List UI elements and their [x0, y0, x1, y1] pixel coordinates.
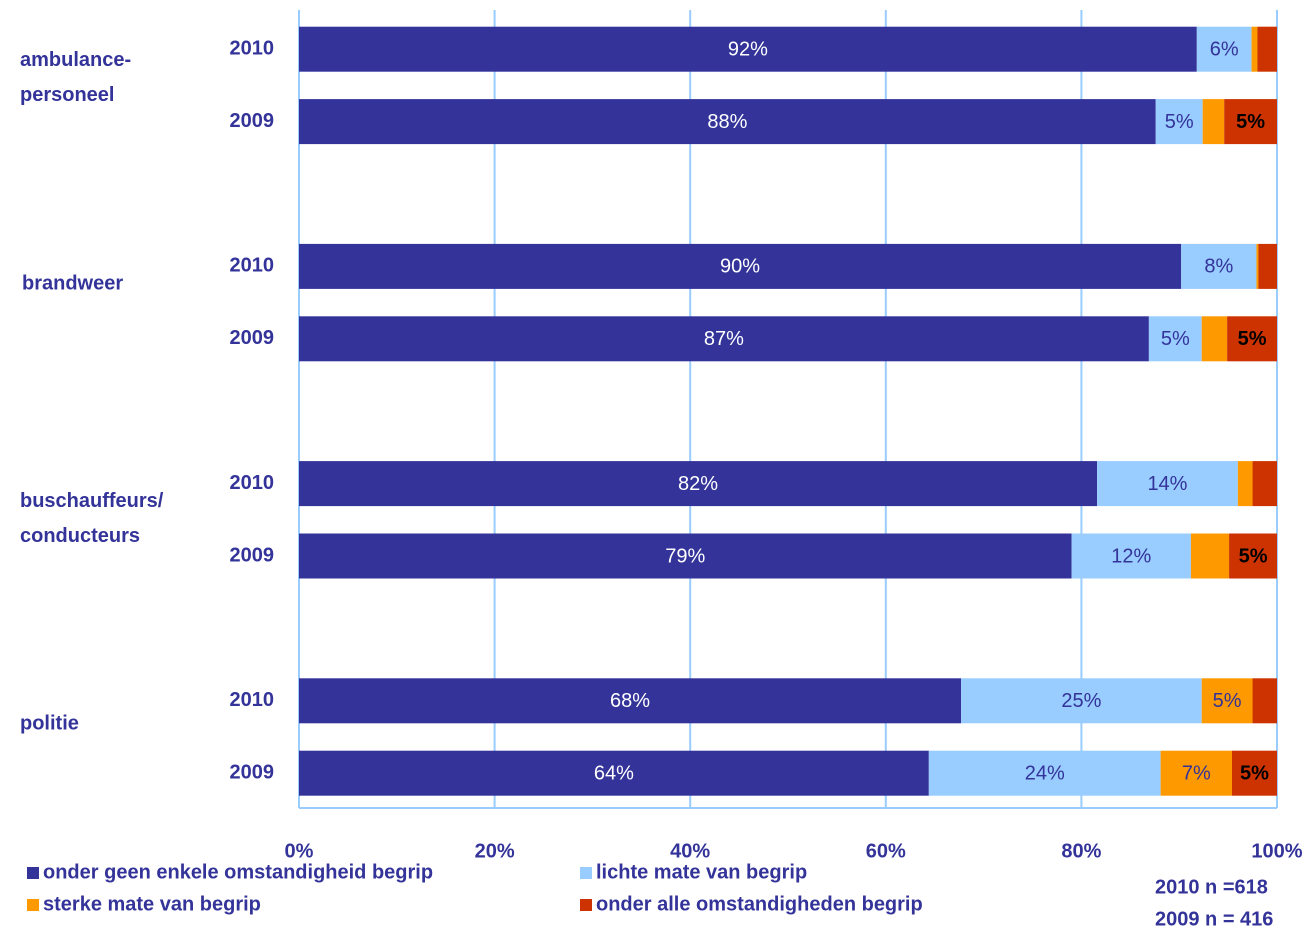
value-label: 5%: [1238, 328, 1267, 350]
legend-label: lichte mate van begrip: [596, 861, 807, 883]
value-label: 82%: [678, 473, 718, 495]
y-tick-label: 2009: [230, 761, 275, 783]
bar-segment: [299, 99, 1156, 145]
legend-swatch: [580, 899, 592, 911]
value-label: 88%: [707, 111, 747, 133]
x-tick-label: 60%: [866, 840, 906, 862]
group-label: politie: [20, 712, 79, 734]
x-tick-label: 80%: [1061, 840, 1101, 862]
legend-label: onder geen enkele omstandigheid begrip: [43, 861, 433, 883]
value-label: 90%: [720, 256, 760, 278]
value-label: 25%: [1061, 690, 1101, 712]
value-label: 79%: [665, 545, 705, 567]
x-tick-label: 100%: [1251, 840, 1302, 862]
y-tick-label: 2010: [230, 689, 275, 711]
bar-segment: [299, 678, 962, 724]
legend-swatch: [580, 867, 592, 879]
y-tick-label: 2009: [230, 327, 275, 349]
value-label: 6%: [1210, 38, 1239, 60]
bar-segment: [299, 533, 1072, 579]
x-tick-label: 0%: [285, 840, 314, 862]
bar-segment: [961, 678, 1202, 724]
bar-segment: [1251, 26, 1258, 72]
bar-segment: [1155, 99, 1203, 145]
bar-segment: [1229, 533, 1277, 579]
value-label: 64%: [594, 762, 634, 784]
bar-segment: [1201, 678, 1253, 724]
bar-segment: [1071, 533, 1191, 579]
bar-segment: [299, 26, 1197, 72]
bar-segment: [1258, 243, 1277, 289]
value-label: 5%: [1236, 111, 1265, 133]
value-label: 8%: [1204, 256, 1233, 278]
group-label: buschauffeurs/: [20, 490, 164, 512]
value-label: 5%: [1213, 690, 1242, 712]
y-tick-label: 2009: [230, 544, 275, 566]
bar-segment: [1181, 243, 1257, 289]
annotation: 2010 n =618: [1155, 876, 1268, 898]
y-tick-label: 2009: [230, 110, 275, 132]
value-label: 68%: [610, 690, 650, 712]
value-label: 12%: [1111, 545, 1151, 567]
value-label: 5%: [1161, 328, 1190, 350]
x-tick-label: 40%: [670, 840, 710, 862]
group-label: ambulance-: [20, 49, 131, 71]
bar-segment: [1252, 678, 1277, 724]
bar-segment: [1237, 461, 1253, 507]
value-label: 87%: [704, 328, 744, 350]
bar-segment: [299, 461, 1098, 507]
value-label: 24%: [1025, 762, 1065, 784]
value-label: 5%: [1239, 545, 1268, 567]
y-tick-label: 2010: [230, 255, 275, 277]
value-label: 7%: [1182, 762, 1211, 784]
bar-segment: [1190, 533, 1230, 579]
bar-segment: [299, 316, 1149, 362]
group-label: conducteurs: [20, 525, 140, 547]
bar-segment: [1148, 316, 1202, 362]
bar-segment: [1227, 316, 1277, 362]
bar-segment: [928, 750, 1161, 796]
legend-swatch: [27, 899, 39, 911]
value-label: 5%: [1240, 762, 1269, 784]
group-label: brandweer: [22, 272, 123, 294]
y-tick-label: 2010: [230, 37, 275, 59]
y-tick-label: 2010: [230, 472, 275, 494]
bar-segment: [1202, 99, 1225, 145]
bar-segment: [1097, 461, 1238, 507]
bar-segment: [1232, 750, 1277, 796]
legend-label: sterke mate van begrip: [43, 893, 261, 915]
bar-segment: [1224, 99, 1277, 145]
value-label: 92%: [728, 38, 768, 60]
bar-segment: [1257, 26, 1277, 72]
bar-segment: [1252, 461, 1277, 507]
legend-swatch: [27, 867, 39, 879]
bar-segment: [299, 750, 929, 796]
annotation: 2009 n = 416: [1155, 908, 1273, 930]
value-label: 14%: [1147, 473, 1187, 495]
bar-segment: [1160, 750, 1233, 796]
bar-segment: [1201, 316, 1228, 362]
bar-segment: [299, 243, 1182, 289]
bar-segment: [1196, 26, 1252, 72]
group-label: personeel: [20, 84, 114, 106]
bar-segment: [1256, 243, 1259, 289]
x-tick-label: 20%: [475, 840, 515, 862]
value-label: 5%: [1165, 111, 1194, 133]
legend-label: onder alle omstandigheden begrip: [596, 893, 923, 915]
